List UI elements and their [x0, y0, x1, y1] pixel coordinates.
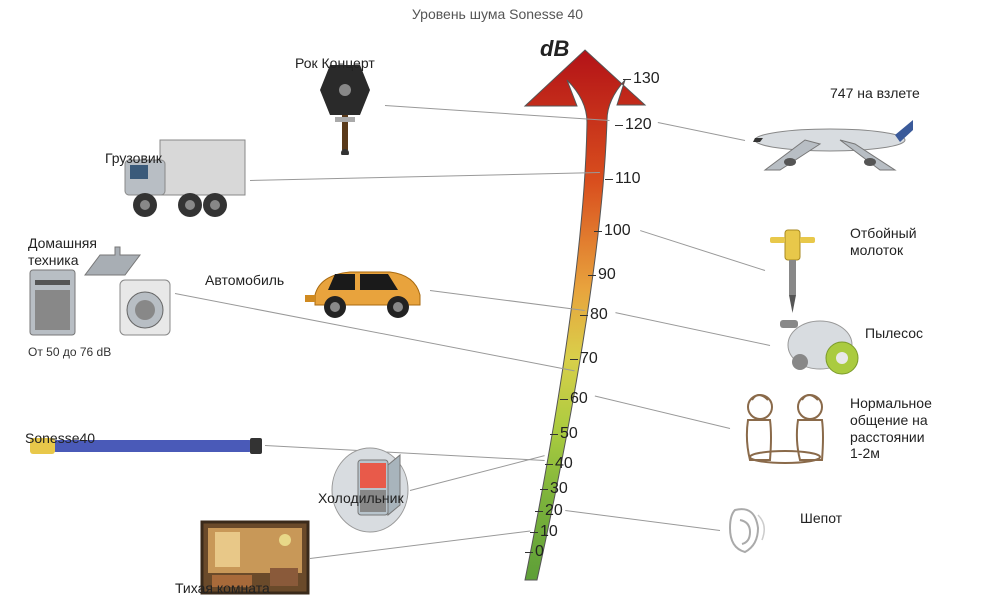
tick-mark [540, 489, 548, 490]
truck-icon [120, 135, 250, 225]
tick-80: 80 [590, 306, 608, 324]
whisper-icon [720, 500, 775, 560]
conversation-label: Нормальное общение на расстоянии 1-2м [850, 395, 932, 462]
tick-40: 40 [555, 455, 573, 473]
tick-70: 70 [580, 350, 598, 368]
sonesse-label: Sonesse40 [25, 430, 95, 447]
tick-50: 50 [560, 425, 578, 443]
tick-20: 20 [545, 502, 563, 520]
page-title: Уровень шума Sonesse 40 [0, 6, 995, 22]
tick-mark [535, 511, 543, 512]
vacuum-label: Пылесос [865, 325, 923, 342]
airplane-callout [658, 122, 745, 141]
rock-concert-label: Рок Концерт [295, 55, 375, 72]
tick-mark [530, 532, 538, 533]
tick-90: 90 [598, 266, 616, 284]
tick-mark [605, 179, 613, 180]
tick-60: 60 [570, 390, 588, 408]
home-appliances-label: Домашняя техника [28, 235, 97, 269]
tick-mark [588, 275, 596, 276]
tick-100: 100 [604, 222, 631, 240]
jackhammer-callout [640, 230, 765, 271]
tick-30: 30 [550, 480, 568, 498]
tick-10: 10 [540, 523, 558, 541]
tick-mark [594, 231, 602, 232]
tick-mark [545, 464, 553, 465]
conversation-icon [730, 385, 845, 470]
truck-label: Грузовик [105, 150, 162, 167]
tick-mark [623, 79, 631, 80]
tick-mark [570, 359, 578, 360]
vacuum-icon [770, 310, 865, 380]
airplane-icon [745, 100, 915, 180]
jackhammer-icon [765, 225, 820, 315]
tick-mark [550, 434, 558, 435]
airplane-label: 747 на взлете [830, 85, 920, 102]
home-appliances-sublabel: От 50 до 76 dB [28, 345, 111, 359]
tick-mark [580, 315, 588, 316]
whisper-label: Шепот [800, 510, 842, 527]
jackhammer-label: Отбойный молоток [850, 225, 917, 259]
fridge-label: Холодильник [318, 490, 404, 507]
car-label: Автомобиль [205, 272, 284, 289]
car-icon [300, 260, 430, 320]
tick-130: 130 [633, 70, 660, 88]
quiet-room-label: Тихая комната [175, 580, 270, 597]
tick-0: 0 [535, 543, 544, 561]
tick-110: 110 [615, 170, 641, 188]
tick-120: 120 [625, 116, 652, 134]
tick-mark [560, 399, 568, 400]
tick-mark [615, 125, 623, 126]
tick-mark [525, 552, 533, 553]
